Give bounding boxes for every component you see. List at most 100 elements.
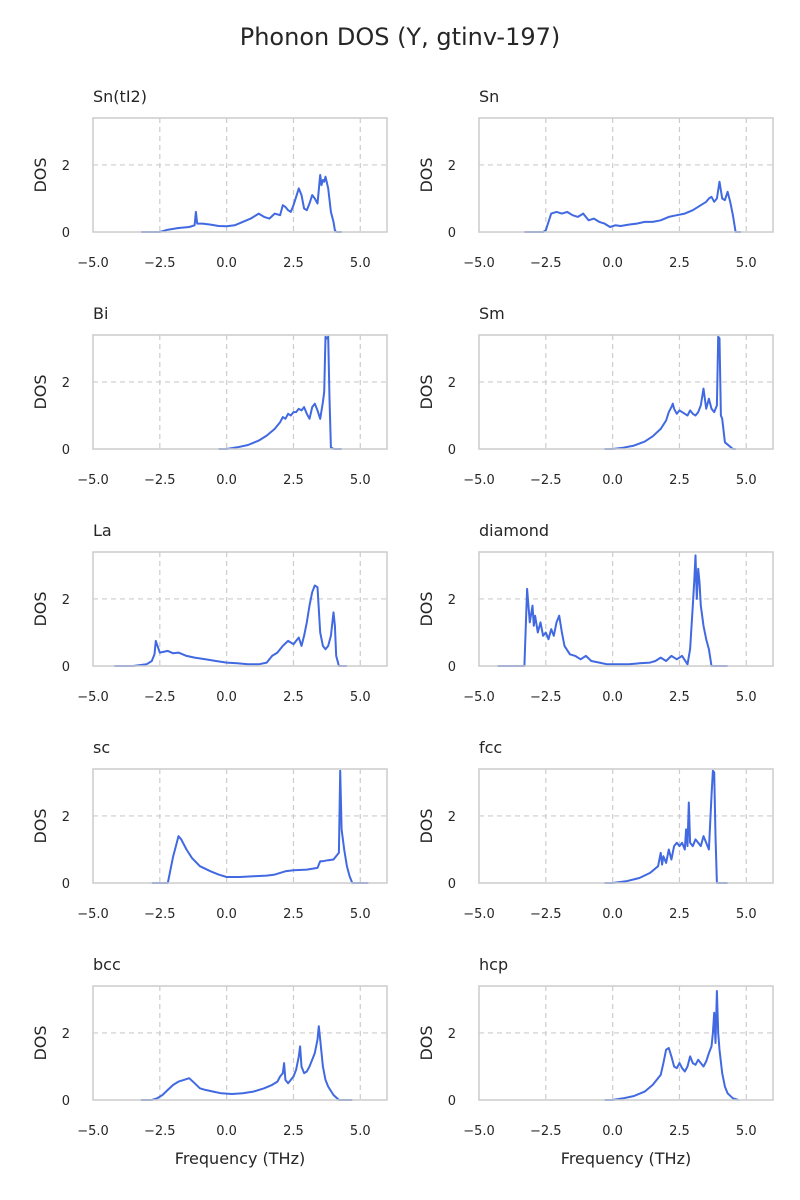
axes-frame [92, 334, 388, 450]
y-tick-label: 2 [62, 1027, 70, 1042]
subplot-title: Sn(tI2) [93, 87, 147, 106]
subplot-fcc: −5.0 −2.5 0.0 2.5 5.0 0 2 fcc DOS [417, 738, 774, 922]
x-tick-label: −5.0 [77, 256, 109, 271]
subplot-title: Bi [93, 304, 108, 323]
subplot-title: Sm [479, 304, 505, 323]
subplot-bi: −5.0 −2.5 0.0 2.5 5.0 0 2 Bi DOS [31, 304, 388, 488]
x-tick-label: −2.5 [144, 473, 176, 488]
y-axis-label: DOS [31, 374, 50, 409]
y-tick-label: 0 [448, 1094, 456, 1109]
x-tick-label: −2.5 [530, 690, 562, 705]
y-tick-label: 0 [62, 443, 70, 458]
y-tick-label: 2 [448, 593, 456, 608]
y-tick-label: 2 [448, 376, 456, 391]
x-tick-label: 0.0 [602, 473, 623, 488]
dos-line [151, 769, 369, 884]
axes-frame [92, 985, 388, 1101]
x-tick-label: −2.5 [144, 907, 176, 922]
x-tick-label: 0.0 [602, 1124, 623, 1139]
subplot-title: hcp [479, 955, 508, 974]
y-axis-label: DOS [417, 1025, 436, 1060]
axes-frame [92, 551, 388, 667]
x-tick-label: 0.0 [602, 690, 623, 705]
x-tick-label: 0.0 [216, 907, 237, 922]
subplot-title: diamond [479, 521, 549, 540]
x-tick-label: −5.0 [463, 690, 495, 705]
x-tick-label: −5.0 [463, 907, 495, 922]
y-axis-label: DOS [31, 1025, 50, 1060]
x-tick-label: 2.5 [669, 690, 690, 705]
x-tick-label: 2.5 [283, 1124, 304, 1139]
x-tick-label: −2.5 [144, 256, 176, 271]
x-tick-label: 5.0 [350, 690, 371, 705]
y-axis-label: DOS [417, 374, 436, 409]
axes-frame [478, 985, 774, 1101]
dos-line [604, 335, 736, 450]
x-tick-label: −5.0 [77, 907, 109, 922]
dos-line [141, 1025, 353, 1101]
x-tick-label: −2.5 [530, 1124, 562, 1139]
axes-frame [478, 117, 774, 233]
y-tick-label: 0 [62, 226, 70, 241]
axes-frame [478, 768, 774, 884]
axes-frame [92, 117, 388, 233]
x-tick-label: −5.0 [77, 1124, 109, 1139]
y-tick-label: 0 [448, 226, 456, 241]
x-tick-label: 2.5 [283, 473, 304, 488]
subplot-title: La [93, 521, 112, 540]
x-tick-label: −5.0 [463, 1124, 495, 1139]
x-tick-label: −2.5 [530, 256, 562, 271]
subplot-title: bcc [93, 955, 121, 974]
y-tick-label: 2 [448, 1027, 456, 1042]
subplot-title: sc [93, 738, 110, 757]
x-tick-label: −5.0 [77, 690, 109, 705]
y-tick-label: 2 [62, 376, 70, 391]
x-tick-label: −2.5 [144, 1124, 176, 1139]
x-tick-label: 0.0 [602, 907, 623, 922]
x-tick-label: 2.5 [283, 690, 304, 705]
x-tick-label: −2.5 [144, 690, 176, 705]
x-tick-label: 5.0 [736, 907, 757, 922]
subplot-sn: −5.0 −2.5 0.0 2.5 5.0 0 2 Sn DOS [417, 87, 774, 271]
subplot-sn-ti2-: −5.0 −2.5 0.0 2.5 5.0 0 2 Sn(tI2) DOS [31, 87, 388, 271]
dos-line [604, 990, 739, 1101]
y-axis-label: DOS [417, 157, 436, 192]
y-axis-label: DOS [31, 808, 50, 843]
x-tick-label: 2.5 [669, 907, 690, 922]
y-tick-label: 0 [448, 877, 456, 892]
y-tick-label: 2 [62, 593, 70, 608]
x-tick-label: 2.5 [283, 907, 304, 922]
x-tick-label: 5.0 [736, 473, 757, 488]
x-tick-label: 2.5 [669, 473, 690, 488]
x-tick-label: 2.5 [669, 256, 690, 271]
subplot-hcp: −5.0 −2.5 0.0 2.5 5.0 0 2 hcp DOS [417, 955, 774, 1139]
x-tick-label: 5.0 [736, 256, 757, 271]
subplot-la: −5.0 −2.5 0.0 2.5 5.0 0 2 La DOS [31, 521, 388, 705]
x-tick-label: 5.0 [736, 690, 757, 705]
dos-line [604, 769, 728, 884]
subplot-title: Sn [479, 87, 499, 106]
y-tick-label: 2 [448, 810, 456, 825]
x-tick-label: 0.0 [216, 256, 237, 271]
x-tick-label: 0.0 [602, 256, 623, 271]
y-axis-label: DOS [417, 591, 436, 626]
x-tick-label: 5.0 [350, 1124, 371, 1139]
y-tick-label: 0 [62, 1094, 70, 1109]
axes-frame [478, 334, 774, 450]
y-axis-label: DOS [31, 591, 50, 626]
y-tick-label: 0 [62, 660, 70, 675]
x-tick-label: 5.0 [736, 1124, 757, 1139]
axes-frame [92, 768, 388, 884]
subplot-bcc: −5.0 −2.5 0.0 2.5 5.0 0 2 bcc DOS [31, 955, 388, 1139]
figure-title: Phonon DOS (Y, gtinv-197) [240, 23, 561, 51]
subplot-diamond: −5.0 −2.5 0.0 2.5 5.0 0 2 diamond DOS [417, 521, 774, 705]
y-tick-label: 0 [448, 443, 456, 458]
y-axis-label: DOS [417, 808, 436, 843]
y-tick-label: 0 [448, 660, 456, 675]
x-tick-label: 5.0 [350, 907, 371, 922]
x-tick-label: 2.5 [283, 256, 304, 271]
x-tick-label: −2.5 [530, 907, 562, 922]
x-tick-label: −5.0 [463, 256, 495, 271]
y-tick-label: 2 [62, 810, 70, 825]
